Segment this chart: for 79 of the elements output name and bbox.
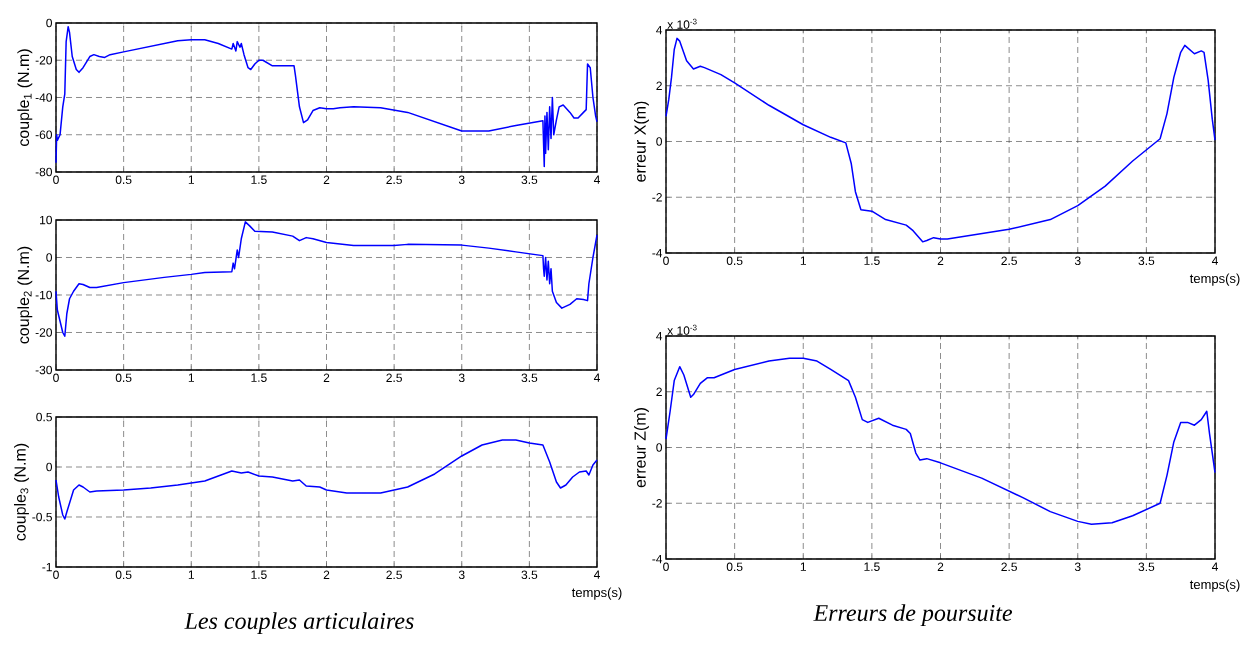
x-tick-label: 4: [593, 570, 600, 579]
x-tick-label: 2.5: [386, 373, 402, 383]
x-tick-label: 3.5: [1138, 562, 1155, 572]
x-tick-label: 3: [1074, 562, 1081, 572]
x-tick-label: 0.5: [726, 256, 743, 266]
x-tick-label: 2: [323, 570, 330, 579]
y-tick-label: -0.5: [32, 512, 52, 522]
x-tick-label: 1: [800, 256, 807, 265]
x-tick-label: 2.5: [386, 175, 402, 185]
x-tick-label: 2.5: [1001, 562, 1017, 572]
y-tick-label: -60: [35, 130, 52, 139]
x-tick-label: 1.5: [864, 562, 880, 571]
x-tick-label: 1: [188, 373, 194, 382]
y-tick-label: -10: [35, 290, 52, 300]
line-series: [55, 221, 598, 337]
y-tick-label: 4: [656, 25, 663, 35]
y-axis-title: erreur Z(m): [634, 408, 649, 488]
y-tick-label: -80: [35, 167, 52, 177]
x-tick-label: 1.5: [251, 373, 267, 382]
x-tick-label: 1: [800, 562, 807, 571]
y-tick-label: -30: [35, 365, 52, 375]
y-tick-label: -4: [652, 248, 663, 258]
text: x 10$^{-3}$: [667, 324, 697, 335]
x-tick-label: 3.5: [521, 570, 538, 580]
x-tick-label: 0.5: [115, 373, 132, 383]
y-tick-label: -2: [652, 499, 662, 508]
y-tick-label: -2: [652, 193, 662, 202]
x-tick-label: 4: [593, 373, 600, 382]
y-tick-label: 0: [46, 18, 53, 28]
y-tick-label: -40: [35, 93, 52, 102]
x-tick-label: 1.5: [251, 570, 267, 579]
x-tick-label: 1.5: [864, 256, 880, 265]
x-tick-label: 3: [1074, 256, 1081, 266]
line-series: [55, 439, 598, 520]
y-axis-title: couple$_{1}$ (N.m): [17, 49, 33, 146]
x-tick-label: 0.5: [115, 175, 132, 185]
y-axis-title: erreur X(m): [634, 101, 649, 182]
x-tick-label: 3: [458, 570, 465, 580]
text: x 10$^{-3}$: [667, 18, 697, 29]
x-tick-label: 3: [458, 373, 465, 383]
x-tick-label: 2: [323, 373, 330, 382]
line-series: [665, 37, 1216, 243]
y-tick-label: 0.5: [36, 412, 52, 422]
y-tick-label: 0: [656, 137, 663, 146]
x-tick-label: 3: [458, 175, 465, 185]
x-tick-label: 1: [188, 175, 194, 184]
y-tick-label: -4: [652, 554, 663, 564]
x-tick-label: 1.5: [251, 175, 267, 184]
x-tick-label: 2: [937, 256, 944, 265]
y-tick-label: 4: [656, 331, 663, 341]
x-axis-title: temps(s): [1189, 273, 1240, 286]
y-axis-title: couple$_{3}$ (N.m): [14, 443, 29, 541]
x-tick-label: 0.5: [115, 570, 132, 580]
x-tick-label: 4: [593, 175, 600, 184]
y-tick-label: -1: [42, 562, 52, 572]
text: Les couples articulaires: [184, 612, 414, 634]
y-axis-title: couple$_{2}$ (N.m): [17, 246, 33, 344]
x-tick-label: 2.5: [386, 570, 402, 580]
y-tick-label: -20: [35, 56, 52, 65]
x-tick-label: 2: [323, 175, 330, 184]
x-tick-label: 3.5: [521, 175, 538, 185]
text: Erreurs de poursuite: [813, 604, 1013, 626]
x-tick-label: 3.5: [521, 373, 538, 383]
y-tick-label: 10: [40, 215, 52, 225]
y-tick-label: -20: [35, 328, 52, 337]
x-tick-label: 4: [1211, 562, 1218, 571]
x-tick-label: 3.5: [1138, 256, 1155, 266]
y-tick-label: 0: [656, 443, 663, 452]
line-series: [665, 357, 1216, 525]
x-tick-label: 1: [188, 570, 194, 579]
x-tick-label: 2: [937, 562, 944, 571]
x-tick-label: 0.5: [726, 562, 743, 572]
x-tick-label: 4: [1211, 256, 1218, 265]
x-tick-label: 2.5: [1001, 256, 1017, 266]
x-axis-title: temps(s): [1189, 579, 1240, 592]
y-tick-label: 2: [656, 81, 662, 90]
x-axis-title: temps(s): [571, 587, 622, 600]
y-tick-label: 0: [46, 462, 53, 472]
y-tick-label: 2: [656, 387, 662, 396]
